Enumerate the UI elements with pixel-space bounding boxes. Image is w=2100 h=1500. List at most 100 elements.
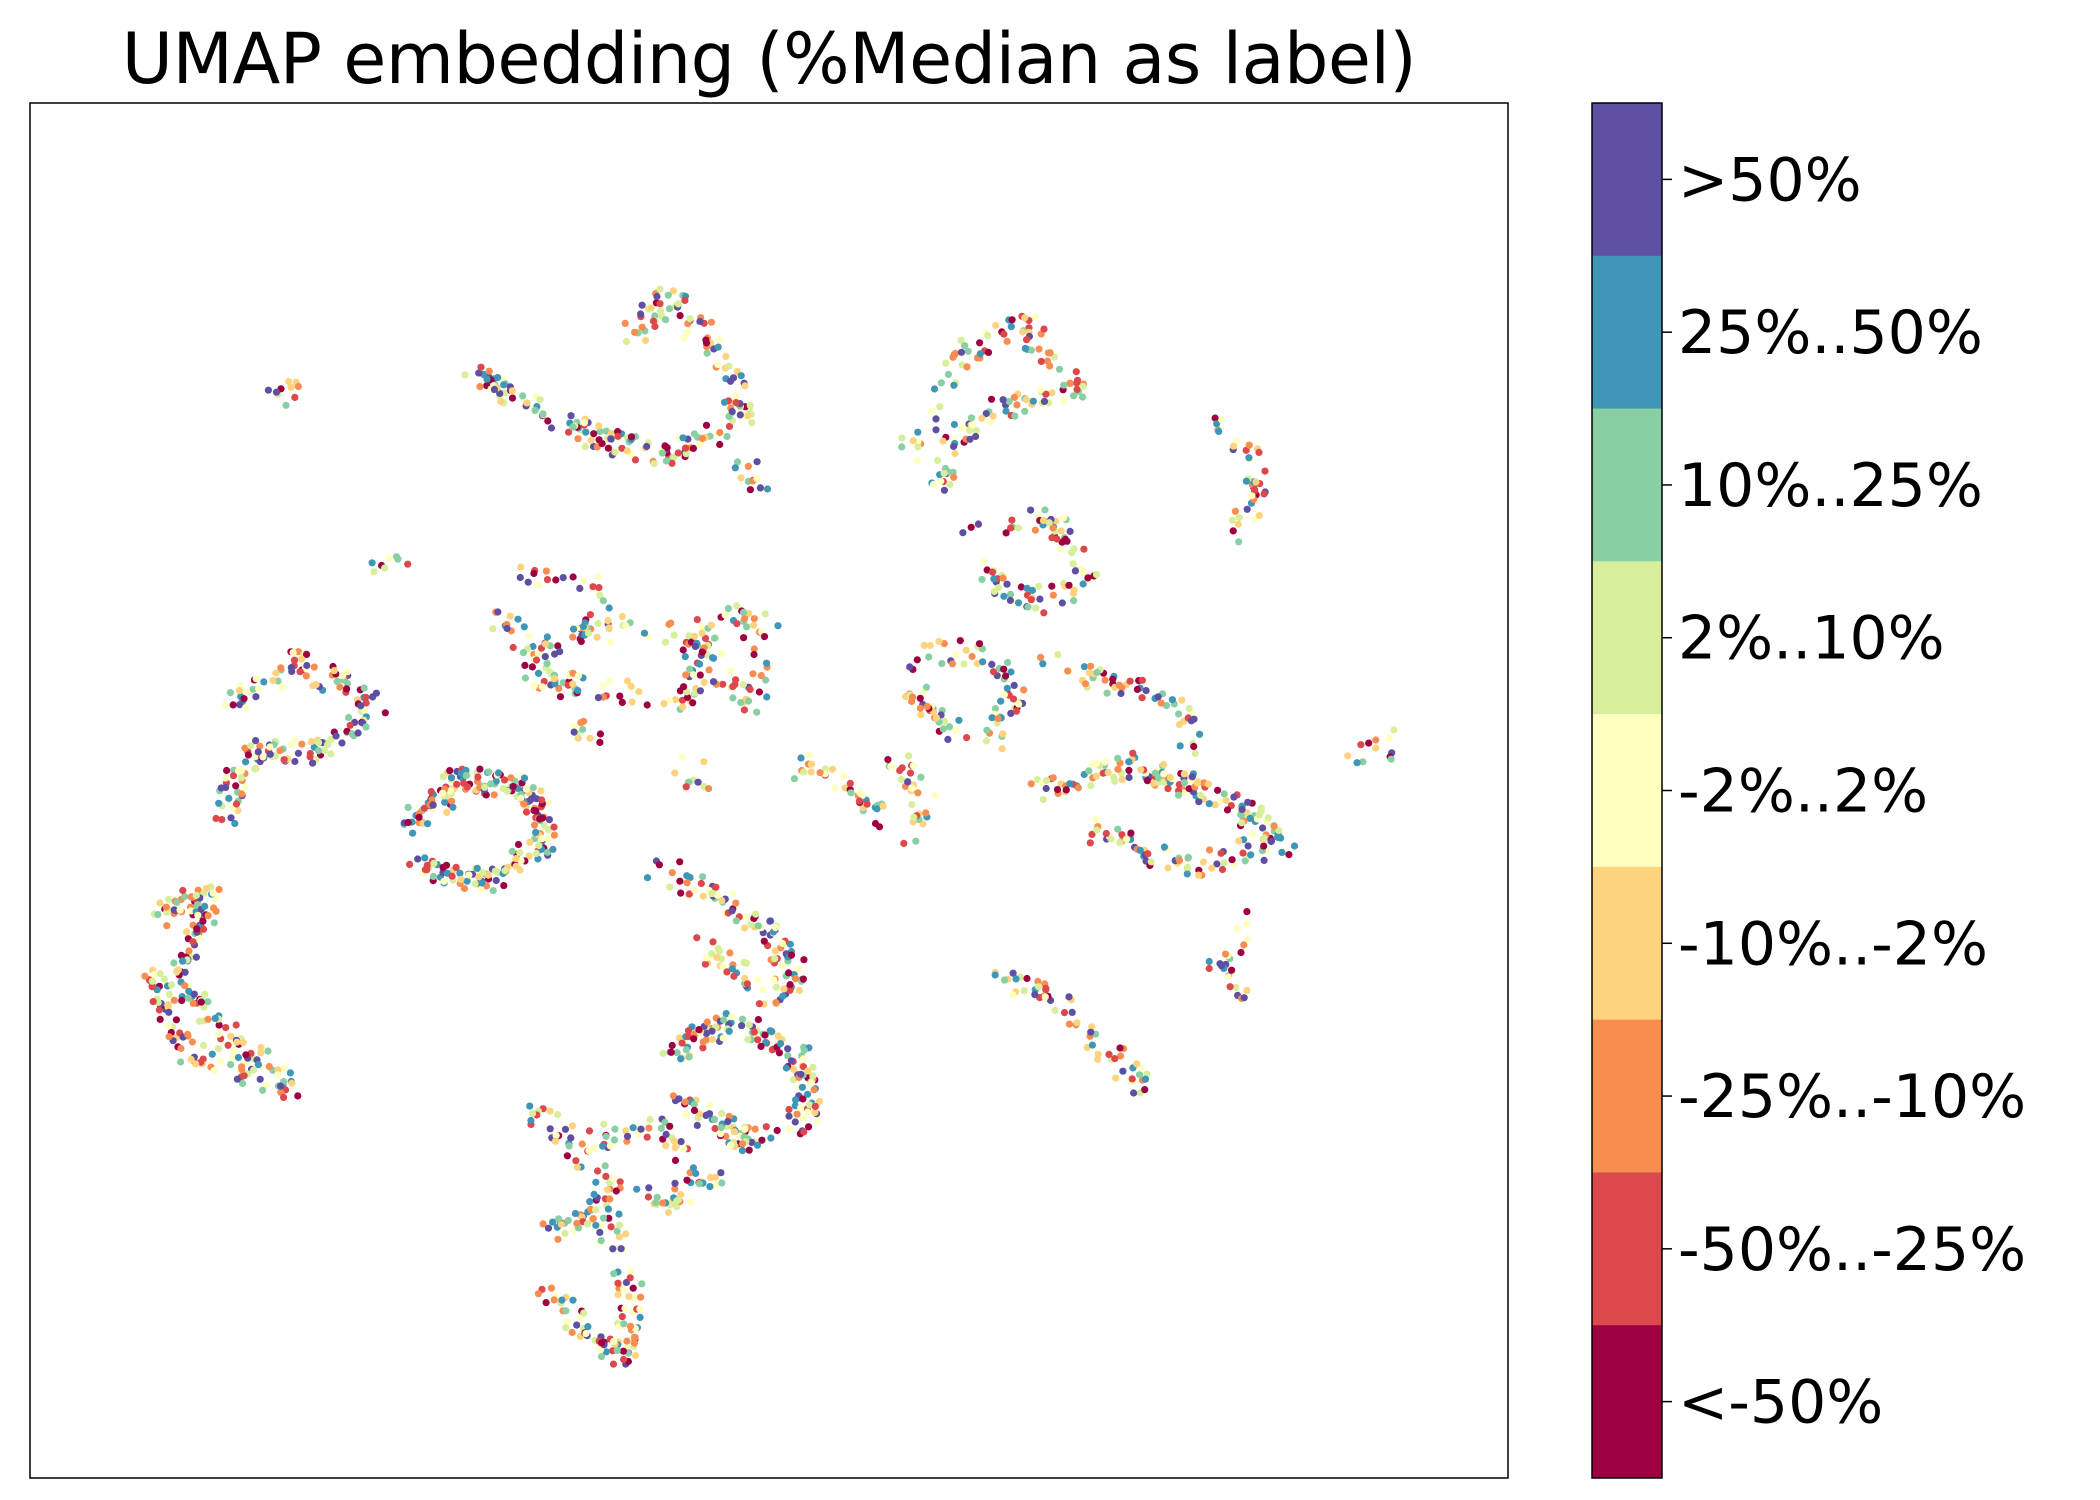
scatter-point: [164, 1001, 172, 1009]
scatter-point: [1228, 516, 1236, 524]
scatter-point: [1021, 407, 1029, 415]
scatter-point: [847, 789, 855, 797]
scatter-point: [584, 1323, 592, 1331]
scatter-point: [982, 410, 990, 418]
scatter-point: [690, 1100, 698, 1109]
scatter-point: [381, 709, 389, 717]
scatter-point: [1248, 492, 1256, 500]
colorbar-segment: [1592, 866, 1662, 1021]
scatter-point: [945, 723, 954, 731]
scatter-point: [1255, 448, 1263, 456]
scatter-point: [630, 1339, 639, 1347]
scatter-point: [636, 1313, 644, 1321]
scatter-point: [199, 917, 207, 925]
scatter-point: [360, 684, 368, 692]
scatter-point: [896, 766, 904, 775]
scatter-point: [254, 1061, 262, 1069]
scatter-point: [726, 667, 735, 675]
scatter-point: [554, 1235, 562, 1243]
scatter-point: [1243, 986, 1251, 995]
scatter-point: [485, 768, 493, 776]
scatter-point: [731, 464, 739, 472]
scatter-point: [607, 435, 615, 443]
scatter-point: [622, 1230, 630, 1238]
scatter-point: [1114, 765, 1122, 773]
scatter-point: [816, 769, 824, 777]
scatter-point: [757, 1042, 765, 1050]
scatter-point: [968, 652, 976, 661]
scatter-point: [778, 962, 787, 970]
scatter-point: [447, 774, 456, 782]
scatter-point: [785, 1125, 793, 1133]
scatter-point: [1015, 700, 1023, 708]
scatter-point: [404, 803, 412, 812]
scatter-point: [748, 419, 756, 427]
scatter-point: [620, 1320, 628, 1328]
scatter-point: [1112, 1074, 1120, 1082]
scatter-point: [508, 387, 516, 395]
scatter-point: [807, 760, 816, 768]
scatter-point: [336, 683, 344, 691]
scatter-point: [148, 983, 156, 991]
scatter-point: [1211, 801, 1219, 809]
scatter-point: [266, 743, 274, 751]
scatter-point: [234, 1053, 242, 1062]
scatter-point: [187, 907, 195, 915]
scatter-point: [914, 443, 922, 451]
scatter-point: [763, 659, 771, 667]
scatter-point: [1166, 774, 1174, 782]
scatter-point: [172, 1016, 180, 1024]
scatter-point: [578, 1140, 586, 1148]
scatter-point: [1023, 584, 1031, 592]
colorbar-segment: [1592, 408, 1662, 562]
scatter-point: [982, 737, 991, 745]
scatter-point: [691, 886, 699, 895]
scatter-point: [430, 859, 438, 868]
scatter-point: [532, 807, 540, 815]
scatter-point: [610, 1270, 618, 1278]
scatter-point: [584, 629, 593, 637]
scatter-point: [1365, 739, 1373, 747]
scatter-point: [685, 890, 694, 898]
scatter-point: [565, 428, 573, 436]
scatter-point: [242, 1051, 250, 1059]
scatter-point: [716, 440, 724, 449]
scatter-point: [647, 304, 655, 312]
scatter-point: [530, 569, 538, 578]
scatter-point: [979, 658, 987, 666]
scatter-point: [1357, 741, 1365, 749]
scatter-point: [807, 768, 815, 776]
scatter-point: [1251, 485, 1259, 494]
scatter-point: [1241, 857, 1249, 865]
scatter-point: [1039, 516, 1048, 525]
scatter-point: [489, 887, 497, 895]
scatter-point: [725, 362, 733, 370]
scatter-point: [797, 1103, 805, 1112]
scatter-point: [1046, 349, 1054, 357]
scatter-point: [751, 1125, 759, 1133]
scatter-point: [442, 861, 451, 869]
scatter-point: [754, 1036, 762, 1044]
scatter-point: [244, 751, 252, 759]
scatter-point: [710, 1115, 719, 1123]
scatter-point: [332, 732, 340, 740]
scatter-point: [1042, 784, 1050, 793]
scatter-point: [567, 412, 575, 420]
scatter-point: [614, 1279, 622, 1287]
scatter-point: [594, 620, 602, 628]
scatter-point: [1094, 1055, 1102, 1064]
scatter-point: [720, 1016, 728, 1024]
scatter-point: [552, 576, 560, 584]
scatter-point: [1003, 580, 1011, 588]
scatter-point: [1175, 856, 1184, 865]
scatter-point: [294, 382, 302, 391]
scatter-point: [926, 641, 934, 650]
scatter-point: [906, 663, 914, 671]
scatter-point: [1245, 454, 1253, 462]
scatter-point: [855, 797, 864, 805]
scatter-point: [606, 1142, 614, 1150]
scatter-point: [659, 1049, 667, 1057]
scatter-point: [669, 287, 678, 295]
scatter-point: [644, 1193, 653, 1201]
scatter-point: [320, 746, 328, 755]
